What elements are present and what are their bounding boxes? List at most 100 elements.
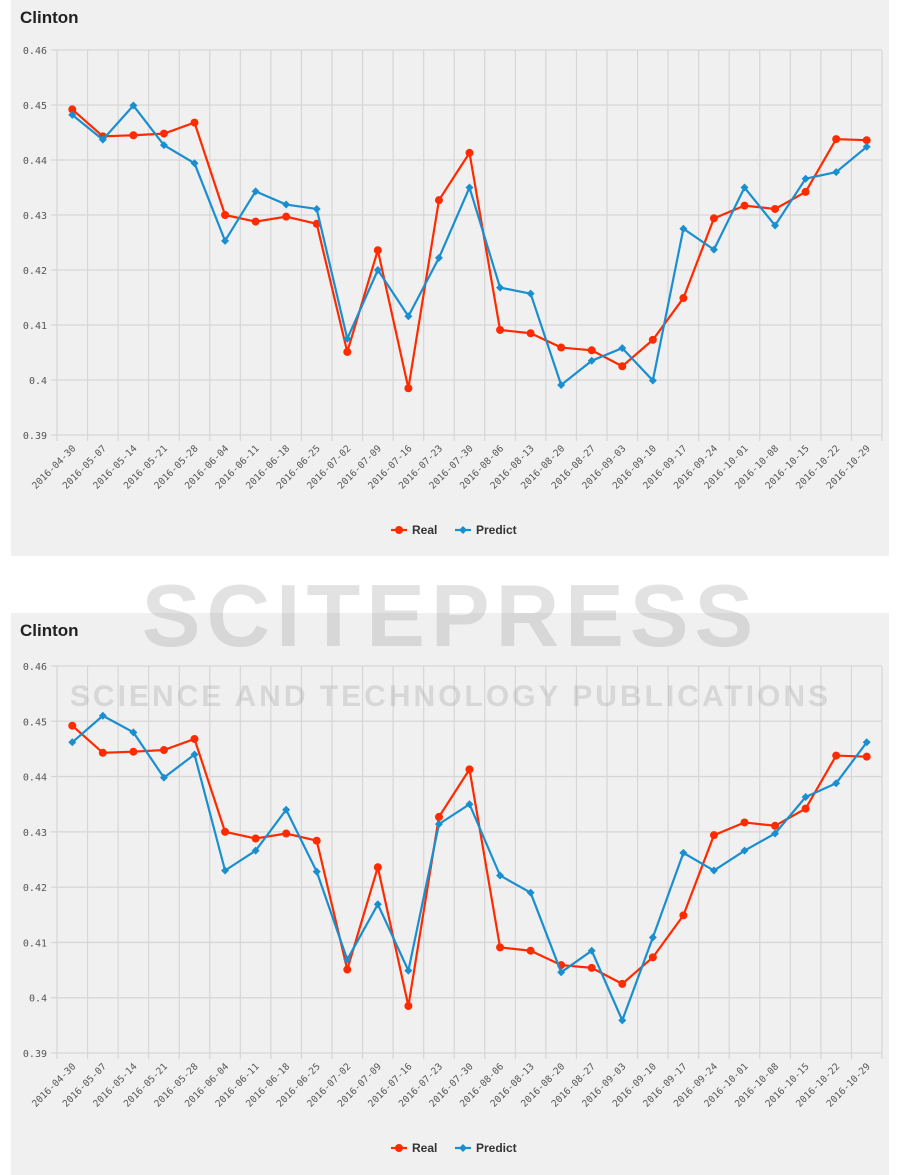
data-point-predict xyxy=(587,356,596,365)
data-point-predict xyxy=(98,135,107,144)
data-point-predict xyxy=(496,283,505,292)
data-point-real xyxy=(832,751,841,760)
legend-label-predict: Predict xyxy=(476,1141,517,1155)
data-point-real xyxy=(221,211,230,219)
data-point-predict xyxy=(434,253,443,262)
data-point-predict xyxy=(771,829,780,838)
data-point-predict xyxy=(221,236,230,245)
data-point-predict xyxy=(801,793,810,802)
data-point-predict xyxy=(312,867,321,876)
data-point-real xyxy=(434,812,443,821)
data-point-predict xyxy=(709,866,718,875)
data-point-predict xyxy=(740,183,749,192)
data-point-real xyxy=(771,821,780,830)
data-point-predict xyxy=(251,187,260,196)
y-tick-label: 0.4 xyxy=(29,994,47,1005)
legend-label-real: Real xyxy=(412,1141,437,1155)
data-point-real xyxy=(618,979,627,988)
data-point-real xyxy=(587,346,596,355)
data-point-predict xyxy=(68,110,77,119)
chart-panel-2: Clinton 0.39 0.4 0.41 0.42 0.43 0.44 0.45 0.46 2… xyxy=(11,613,889,1175)
data-point-real xyxy=(862,752,871,761)
data-point-predict xyxy=(282,805,291,814)
chart-title: Clinton xyxy=(20,621,79,640)
data-point-real xyxy=(832,135,841,144)
legend-marker-predict xyxy=(459,526,467,534)
data-point-predict xyxy=(404,966,413,975)
data-point-real xyxy=(343,965,352,974)
data-point-predict xyxy=(801,174,810,183)
data-point-predict xyxy=(740,846,749,855)
data-point-real xyxy=(373,863,382,872)
y-tick-label: 0.44 xyxy=(23,773,47,784)
y-tick-label: 0.45 xyxy=(23,717,47,728)
data-point-real xyxy=(587,963,596,972)
data-point-predict xyxy=(648,933,657,942)
data-point-predict xyxy=(129,728,138,737)
data-point-real xyxy=(373,246,382,255)
data-point-predict xyxy=(679,848,688,857)
data-point-predict xyxy=(312,204,321,213)
data-point-real xyxy=(343,347,352,356)
data-point-real xyxy=(801,804,810,813)
data-point-predict xyxy=(373,266,382,274)
data-point-predict xyxy=(587,946,596,955)
data-point-predict xyxy=(618,1016,627,1025)
legend-marker-predict xyxy=(459,1144,467,1152)
y-tick-label: 0.42 xyxy=(23,266,47,277)
series-line-predict xyxy=(71,103,868,387)
y-tick-label: 0.44 xyxy=(23,156,47,167)
data-point-real xyxy=(679,911,688,920)
data-point-real xyxy=(404,1002,413,1011)
data-point-real xyxy=(679,294,688,303)
data-point-real xyxy=(526,329,535,338)
data-point-real xyxy=(801,187,810,196)
legend-marker-real xyxy=(395,526,403,534)
data-point-real xyxy=(862,136,871,145)
data-point-predict xyxy=(679,224,688,233)
data-point-predict xyxy=(496,871,505,880)
data-point-predict xyxy=(557,968,566,977)
data-point-real xyxy=(98,748,107,757)
y-tick-label: 0.39 xyxy=(23,1049,47,1060)
y-tick-label: 0.43 xyxy=(23,828,47,839)
data-point-predict xyxy=(526,888,535,897)
data-point-real xyxy=(434,196,443,205)
data-point-real xyxy=(190,734,199,743)
series-line-predict xyxy=(71,714,868,1024)
y-tick-label: 0.4 xyxy=(29,376,47,387)
data-point-real xyxy=(221,827,230,836)
data-point-predict xyxy=(159,141,168,150)
data-point-real xyxy=(496,325,505,334)
data-point-predict xyxy=(221,866,230,875)
y-tick-label: 0.41 xyxy=(23,321,47,332)
data-point-predict xyxy=(373,900,382,909)
data-point-predict xyxy=(434,820,443,829)
data-point-predict xyxy=(709,245,718,254)
data-point-predict xyxy=(343,334,352,343)
chart-panel-1: Clinton 0.39 0.4 0.41 0.42 0.43 0.44 0.45 0.46 2… xyxy=(11,0,889,556)
data-point-predict xyxy=(862,142,871,151)
data-point-real xyxy=(282,212,291,221)
data-point-predict xyxy=(190,159,199,168)
data-point-predict xyxy=(771,221,780,230)
data-point-real xyxy=(496,943,505,952)
data-point-predict xyxy=(465,183,474,192)
data-point-predict xyxy=(648,376,657,385)
data-point-predict xyxy=(862,738,871,747)
data-point-real xyxy=(709,214,718,223)
data-point-real xyxy=(251,834,260,843)
data-point-predict xyxy=(159,773,168,782)
data-point-predict xyxy=(190,750,199,759)
legend-label-real: Real xyxy=(412,523,437,537)
data-point-predict xyxy=(68,738,77,747)
data-point-real xyxy=(557,343,566,352)
legend-marker-real xyxy=(395,1144,403,1152)
data-point-real xyxy=(68,721,77,730)
y-tick-label: 0.42 xyxy=(23,883,47,894)
data-point-predict xyxy=(343,955,352,964)
y-tick-label: 0.41 xyxy=(23,938,47,949)
data-point-predict xyxy=(98,711,107,720)
data-point-real xyxy=(740,201,749,210)
data-point-real xyxy=(159,746,168,755)
